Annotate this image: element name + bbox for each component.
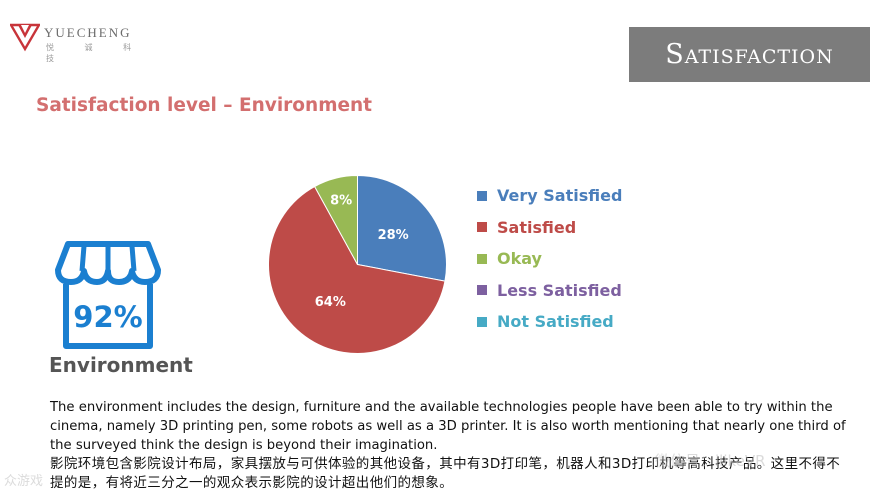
section-banner-text: Satisfaction <box>665 39 834 70</box>
yuecheng-logo-icon <box>10 23 40 52</box>
pie-slice-okay <box>313 174 358 265</box>
environment-label: Environment <box>49 353 193 377</box>
description-block: The environment includes the design, fur… <box>50 398 850 493</box>
legend-swatch <box>477 285 487 296</box>
chart-legend: Very Satisfied Satisfied Okay Less Satis… <box>477 180 622 338</box>
legend-item-satisfied: Satisfied <box>477 212 622 244</box>
satisfaction-pie-chart: 28% 64% 8% <box>268 174 447 354</box>
legend-swatch <box>477 316 487 327</box>
legend-label: Okay <box>497 249 542 269</box>
legend-label: Satisfied <box>497 217 577 237</box>
logo-name: YUECHENG <box>44 25 132 40</box>
legend-swatch <box>477 190 487 201</box>
legend-item-not-satisfied: Not Satisfied <box>477 306 622 338</box>
pie-data-label: 28% <box>378 228 409 243</box>
pie-slice-very-satisfied <box>357 174 447 282</box>
section-banner: Satisfaction <box>629 27 870 82</box>
legend-item-okay: Okay <box>477 243 622 275</box>
legend-item-very-satisfied: Very Satisfied <box>477 180 622 212</box>
description-chinese: 影院环境包含影院设计布局，家具摆放与可供体验的其他设备，其中有3D打印笔，机器人… <box>50 456 841 491</box>
legend-swatch <box>477 222 487 233</box>
legend-label: Very Satisfied <box>497 186 623 206</box>
legend-item-less-satisfied: Less Satisfied <box>477 275 622 307</box>
brand-logo: YUECHENG 悦 诚 科 技 <box>10 22 150 63</box>
corner-watermark: 众游戏 <box>4 474 44 489</box>
legend-label: Less Satisfied <box>497 280 622 300</box>
environment-percentage: 92% <box>73 300 143 334</box>
description-english: The environment includes the design, fur… <box>50 400 846 453</box>
pie-slice-satisfied <box>268 185 446 354</box>
slide-title: Satisfaction level – Environment <box>36 95 373 116</box>
pie-data-label: 8% <box>330 194 352 209</box>
legend-swatch <box>477 253 487 264</box>
store-icon <box>55 241 161 349</box>
logo-subtitle: 悦 诚 科 技 <box>46 43 146 63</box>
pie-data-label: 64% <box>315 295 346 310</box>
legend-label: Not Satisfied <box>497 312 614 332</box>
